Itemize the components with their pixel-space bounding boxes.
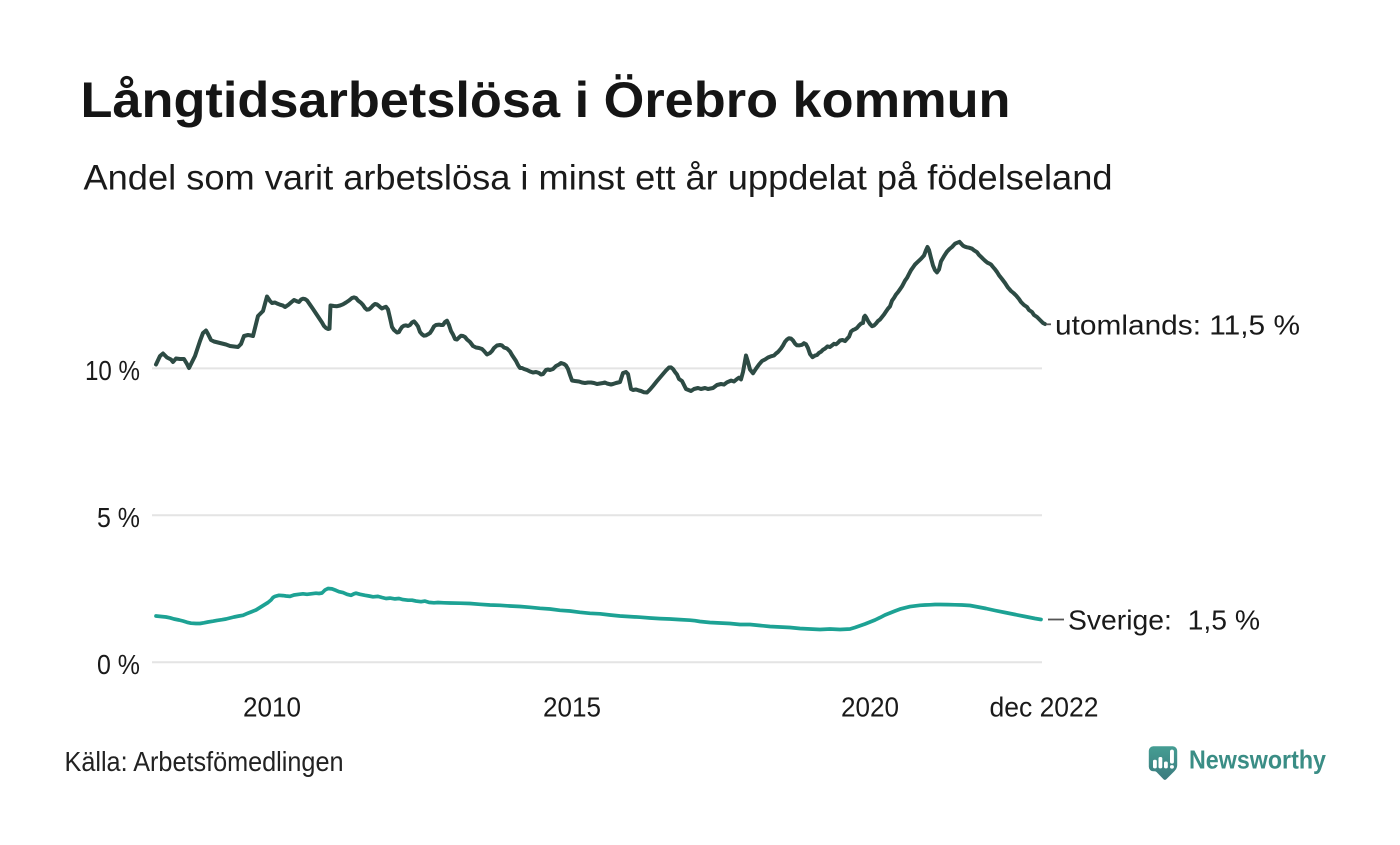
svg-text:10 %: 10 % (85, 355, 140, 386)
svg-text:2010: 2010 (243, 692, 301, 723)
svg-text:Andel som varit arbetslösa i m: Andel som varit arbetslösa i minst ett å… (84, 159, 1113, 198)
svg-text:Newsworthy: Newsworthy (1189, 745, 1326, 775)
svg-text:2020: 2020 (841, 692, 899, 723)
svg-text:Källa: Arbetsfömedlingen: Källa: Arbetsfömedlingen (65, 746, 344, 777)
svg-text:5 %: 5 % (97, 502, 140, 533)
svg-text:dec 2022: dec 2022 (990, 692, 1099, 723)
svg-text:Sverige: 1,5 %: Sverige: 1,5 % (1068, 604, 1260, 635)
svg-text:Långtidsarbetslösa i Örebro ko: Långtidsarbetslösa i Örebro kommun (81, 72, 1011, 128)
svg-text:utomlands: 11,5 %: utomlands: 11,5 % (1055, 309, 1300, 340)
svg-text:2015: 2015 (543, 692, 601, 723)
svg-text:0 %: 0 % (97, 649, 140, 680)
